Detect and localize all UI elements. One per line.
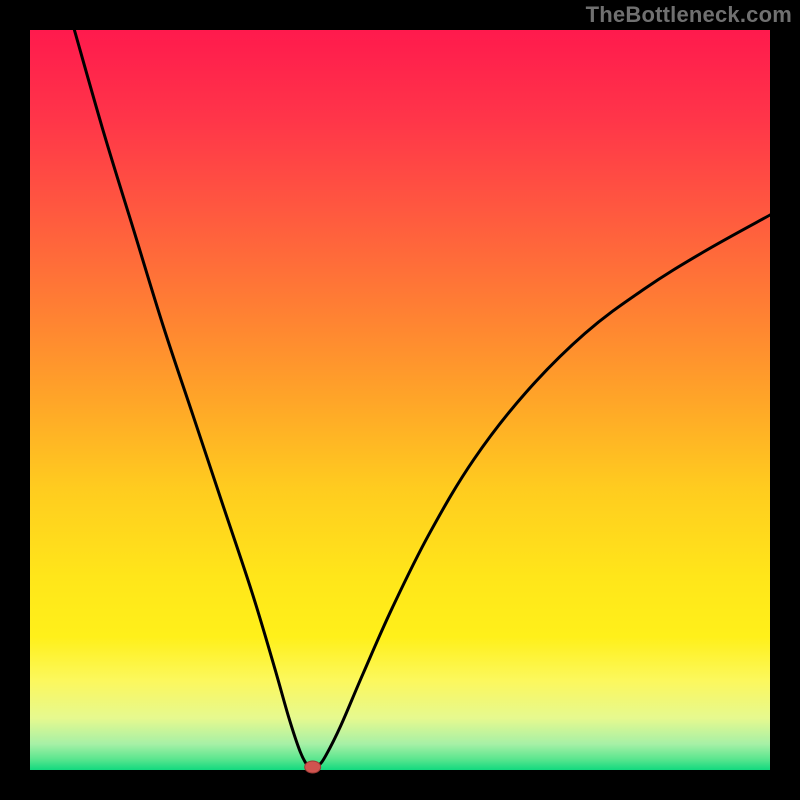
chart-stage: TheBottleneck.com bbox=[0, 0, 800, 800]
minimum-marker bbox=[305, 761, 321, 773]
watermark-text: TheBottleneck.com bbox=[586, 2, 792, 28]
plot-background bbox=[30, 30, 770, 770]
bottleneck-chart bbox=[0, 0, 800, 800]
